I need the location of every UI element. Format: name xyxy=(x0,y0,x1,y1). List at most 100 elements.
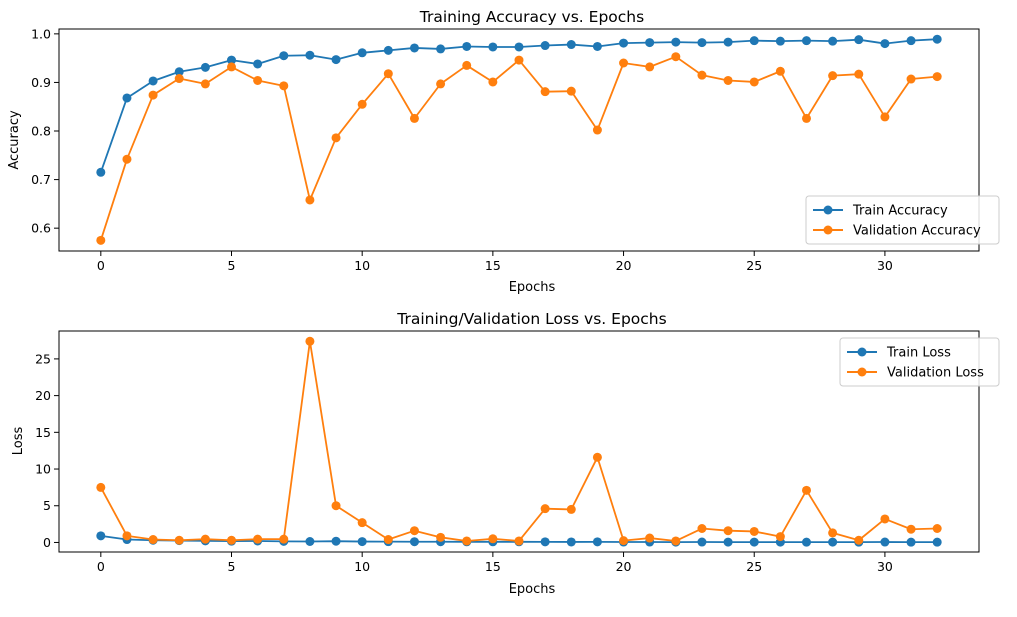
loss-y-tick-label: 5 xyxy=(43,498,51,513)
data-point-validation-accuracy xyxy=(932,72,942,82)
data-point-validation-accuracy xyxy=(122,154,132,164)
accuracy-chart-title: Training Accuracy vs. Epochs xyxy=(419,8,644,26)
data-point-validation-accuracy xyxy=(592,125,602,135)
data-point-validation-loss xyxy=(200,534,210,544)
data-point-validation-loss xyxy=(253,534,263,544)
data-point-validation-accuracy xyxy=(462,60,472,70)
loss-y-tick-label: 25 xyxy=(35,351,51,366)
data-point-validation-loss xyxy=(854,535,864,545)
data-point-train-accuracy xyxy=(305,50,315,60)
data-point-validation-accuracy xyxy=(697,70,707,80)
data-point-train-loss xyxy=(802,537,811,547)
accuracy-chart-marks xyxy=(96,34,942,245)
data-point-train-accuracy xyxy=(906,36,916,46)
accuracy-legend-marker-train xyxy=(823,205,833,215)
accuracy-chart: Training Accuracy vs. Epochs 0 5 10 15 20 25 3… xyxy=(7,8,1000,295)
data-point-validation-accuracy xyxy=(619,58,629,68)
data-point-validation-loss xyxy=(749,526,759,536)
data-point-train-loss xyxy=(566,537,576,547)
loss-x-tick-label: 30 xyxy=(877,559,893,574)
data-point-validation-loss xyxy=(880,514,890,524)
data-point-train-accuracy xyxy=(409,43,419,53)
accuracy-y-tick-label: 0.7 xyxy=(31,172,51,187)
data-point-train-accuracy xyxy=(723,37,733,47)
data-point-validation-loss xyxy=(932,524,942,534)
accuracy-y-tick-label: 0.9 xyxy=(31,75,51,90)
data-point-train-loss xyxy=(357,537,367,547)
data-point-validation-loss xyxy=(488,534,498,544)
data-point-validation-accuracy xyxy=(148,90,158,100)
data-point-train-accuracy xyxy=(828,36,838,46)
data-point-validation-loss xyxy=(906,524,916,534)
data-point-train-accuracy xyxy=(514,42,524,52)
data-point-validation-loss xyxy=(540,504,550,514)
data-point-validation-accuracy xyxy=(906,74,916,84)
accuracy-chart-ticks: 0 5 10 15 20 25 30 0.6 0.7 0.8 0.9 1.0 xyxy=(31,26,893,273)
accuracy-x-tick-label: 30 xyxy=(877,258,893,273)
data-point-train-accuracy xyxy=(148,76,158,86)
data-point-validation-accuracy xyxy=(174,74,184,84)
data-point-validation-accuracy xyxy=(749,77,759,87)
loss-y-tick-label: 0 xyxy=(43,535,51,550)
data-point-validation-loss xyxy=(775,532,785,542)
data-point-validation-loss xyxy=(514,536,524,546)
data-point-train-loss xyxy=(697,537,707,547)
data-point-train-loss xyxy=(880,537,890,547)
data-point-train-accuracy xyxy=(645,38,655,48)
accuracy-x-tick-label: 20 xyxy=(616,258,632,273)
data-point-validation-loss xyxy=(305,336,315,346)
data-point-train-accuracy xyxy=(227,55,236,65)
data-point-validation-loss xyxy=(436,532,446,542)
loss-x-tick-label: 10 xyxy=(354,559,370,574)
data-point-validation-accuracy xyxy=(96,235,106,245)
loss-chart: Training/Validation Loss vs. Epochs 0 5 10… xyxy=(11,310,1000,597)
data-point-train-accuracy xyxy=(122,93,132,103)
data-point-train-loss xyxy=(723,537,733,547)
accuracy-x-tick-label: 5 xyxy=(228,258,236,273)
data-point-validation-loss xyxy=(409,526,419,536)
data-point-train-loss xyxy=(592,537,602,547)
data-point-train-accuracy xyxy=(697,38,707,48)
data-point-train-accuracy xyxy=(566,40,576,50)
data-point-train-accuracy xyxy=(253,59,263,69)
data-point-validation-accuracy xyxy=(409,113,419,123)
loss-x-tick-label: 15 xyxy=(485,559,501,574)
data-point-validation-loss xyxy=(671,536,681,546)
data-point-train-loss xyxy=(828,537,838,547)
data-point-validation-accuracy xyxy=(880,112,890,122)
data-point-validation-accuracy xyxy=(566,86,576,96)
loss-y-tick-label: 10 xyxy=(35,462,51,477)
data-point-validation-loss xyxy=(174,535,184,545)
data-point-train-loss xyxy=(749,537,759,547)
data-point-validation-accuracy xyxy=(488,77,498,87)
data-point-train-accuracy xyxy=(775,36,785,46)
data-point-validation-accuracy xyxy=(854,69,864,79)
accuracy-x-tick-label: 0 xyxy=(97,258,105,273)
accuracy-legend-label-validation: Validation Accuracy xyxy=(853,224,981,239)
data-point-validation-loss xyxy=(122,531,132,541)
accuracy-legend-marker-validation xyxy=(823,225,833,235)
data-point-validation-loss xyxy=(331,501,341,511)
loss-legend-box xyxy=(839,337,1000,387)
data-point-train-accuracy xyxy=(932,34,942,44)
data-point-train-accuracy xyxy=(436,44,446,54)
data-point-train-accuracy xyxy=(854,35,864,45)
loss-y-tick-label: 20 xyxy=(35,388,51,403)
accuracy-x-tick-label: 10 xyxy=(354,258,370,273)
data-point-validation-loss xyxy=(592,452,602,462)
accuracy-x-tick-label: 15 xyxy=(485,258,501,273)
data-point-validation-loss xyxy=(96,482,106,492)
data-point-validation-accuracy xyxy=(828,71,838,81)
accuracy-legend-box xyxy=(805,195,1000,245)
loss-x-tick-label: 0 xyxy=(97,559,105,574)
data-point-validation-loss xyxy=(645,533,655,543)
data-point-validation-accuracy xyxy=(671,52,681,62)
loss-legend-marker-validation xyxy=(857,367,867,377)
accuracy-plot-frame xyxy=(58,28,980,252)
data-point-train-accuracy xyxy=(96,167,106,177)
loss-legend: Train Loss Validation Loss xyxy=(839,337,1000,387)
data-point-train-loss xyxy=(540,537,550,547)
data-point-train-accuracy xyxy=(462,41,472,51)
